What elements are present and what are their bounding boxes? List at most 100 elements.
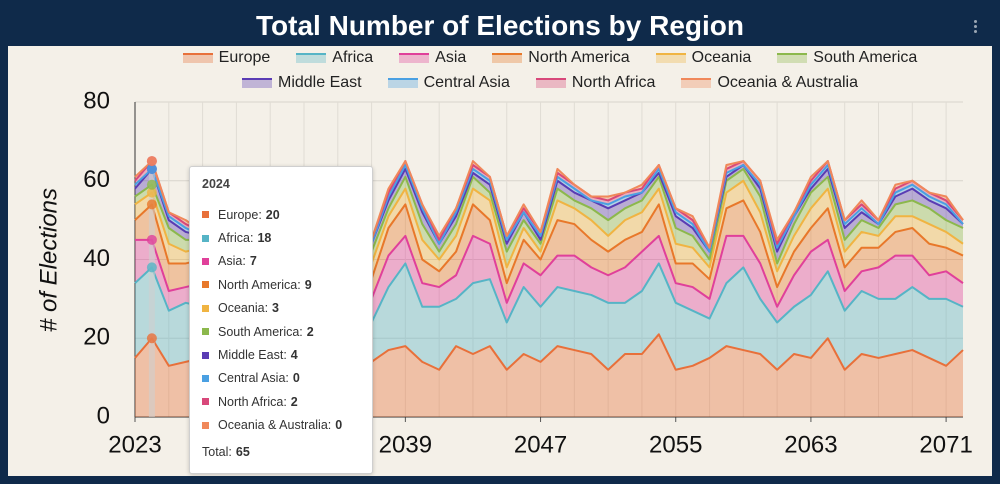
tooltip-value: 0 [335, 418, 343, 433]
legend: Europe Africa Asia North America Oceania Sout… [140, 48, 960, 92]
tooltip-swatch [202, 398, 209, 406]
tooltip-row: North America9 [202, 273, 360, 296]
title-bar: Total Number of Elections by Region [8, 8, 992, 46]
tooltip-row: South America2 [202, 320, 360, 343]
hover-point [146, 199, 157, 210]
y-tick-label: 40 [83, 245, 110, 272]
legend-label: North Africa [571, 73, 656, 91]
legend-symbol [296, 52, 327, 63]
hover-point [146, 179, 157, 190]
legend-item[interactable]: Africa [296, 48, 373, 67]
tooltip-row: Oceania & Australia0 [202, 414, 360, 437]
tooltip-value: 3 [272, 301, 279, 316]
tooltip-total-value: 65 [235, 444, 250, 459]
chart-title: Total Number of Elections by Region [256, 10, 744, 41]
menu-button[interactable] [974, 20, 978, 35]
tooltip-series-name: Middle East [218, 348, 291, 362]
legend-item[interactable]: Central Asia [387, 73, 510, 92]
hover-point [146, 234, 157, 245]
legend-label: Europe [218, 48, 271, 66]
tooltip-swatch [202, 421, 209, 429]
tooltip-value: 4 [290, 348, 298, 363]
legend-label: Asia [435, 48, 467, 66]
x-tick-label: 2063 [784, 431, 837, 458]
tooltip-row: Europe20 [202, 203, 360, 226]
y-tick-label: 0 [97, 402, 110, 429]
tooltip-series-name: Oceania [218, 301, 272, 315]
tooltip-series-name: South America [218, 325, 307, 339]
hover-point [146, 156, 157, 167]
tooltip-title: 2024 [202, 177, 230, 191]
tooltip-value: 2 [306, 324, 314, 339]
tooltip-row: North Africa2 [202, 390, 360, 413]
legend-item[interactable]: North America [492, 48, 630, 67]
x-tick-label: 2023 [108, 431, 161, 458]
legend-item[interactable]: Oceania & Australia [681, 73, 858, 92]
x-tick-label: 2047 [514, 431, 567, 458]
legend-label: Oceania & Australia [717, 73, 858, 91]
tooltip-series-name: Asia [218, 254, 250, 268]
y-axis-title: # of Elections [35, 188, 62, 332]
tooltip-swatch [202, 351, 209, 359]
hover-point [146, 163, 157, 174]
tooltip-series-name: North Africa [218, 395, 291, 409]
legend-item[interactable]: Middle East [242, 73, 362, 92]
legend-symbol [387, 77, 418, 88]
legend-symbol [492, 52, 523, 63]
tooltip-swatch [202, 374, 209, 382]
legend-item[interactable]: South America [777, 48, 917, 67]
legend-symbol [535, 77, 566, 88]
legend-label: Central Asia [423, 73, 510, 91]
legend-symbol [182, 52, 213, 63]
x-tick-label: 2055 [649, 431, 702, 458]
tooltip-row: Middle East4 [202, 343, 360, 366]
y-tick-label: 60 [83, 166, 110, 193]
legend-label: Africa [332, 48, 374, 66]
tooltip-series-name: North America [218, 278, 305, 292]
tooltip-value: 20 [265, 207, 280, 222]
y-tick-label: 80 [83, 87, 110, 114]
tooltip-value: 18 [257, 231, 272, 246]
legend-item[interactable]: Oceania [655, 48, 752, 67]
tooltip-total: Total 65 [202, 441, 360, 463]
tooltip-series-name: Africa [218, 231, 257, 245]
tooltip-value: 9 [304, 277, 312, 292]
legend-item[interactable]: Europe [182, 48, 271, 67]
tooltip-swatch [202, 281, 209, 289]
tooltip-row: Oceania3 [202, 297, 360, 320]
hover-point [146, 333, 157, 344]
tooltip-swatch [202, 304, 209, 312]
x-tick-label: 2039 [379, 431, 432, 458]
tooltip: 2024 Europe20Africa18Asia7North America9… [189, 166, 373, 474]
legend-symbol [655, 52, 686, 63]
legend-symbol [681, 77, 712, 88]
tooltip-row: Central Asia0 [202, 367, 360, 390]
legend-symbol [399, 52, 430, 63]
tooltip-series-name: Oceania & Australia [218, 418, 335, 432]
hover-point [146, 187, 157, 198]
tooltip-row: Africa18 [202, 226, 360, 249]
legend-label: South America [813, 48, 918, 66]
tooltip-value: 7 [249, 254, 257, 269]
x-tick-label: 2071 [919, 431, 972, 458]
legend-symbol [777, 52, 808, 63]
tooltip-row: Asia7 [202, 250, 360, 273]
hover-point [146, 262, 157, 273]
tooltip-swatch [202, 328, 209, 336]
legend-label: Middle East [278, 73, 362, 91]
tooltip-series-name: Central Asia [218, 371, 293, 385]
tooltip-swatch [202, 211, 209, 219]
tooltip-series-name: Europe [218, 208, 266, 222]
legend-label: Oceania [691, 48, 752, 66]
legend-symbol [242, 77, 272, 88]
tooltip-value: 2 [290, 394, 298, 409]
legend-item[interactable]: North Africa [535, 73, 656, 92]
tooltip-swatch [202, 234, 209, 242]
legend-item[interactable]: Asia [399, 48, 466, 67]
tooltip-swatch [202, 257, 209, 265]
legend-label: North America [528, 48, 630, 66]
tooltip-total-label: Total [202, 445, 236, 459]
y-tick-label: 20 [83, 324, 110, 351]
tooltip-value: 0 [292, 371, 300, 386]
